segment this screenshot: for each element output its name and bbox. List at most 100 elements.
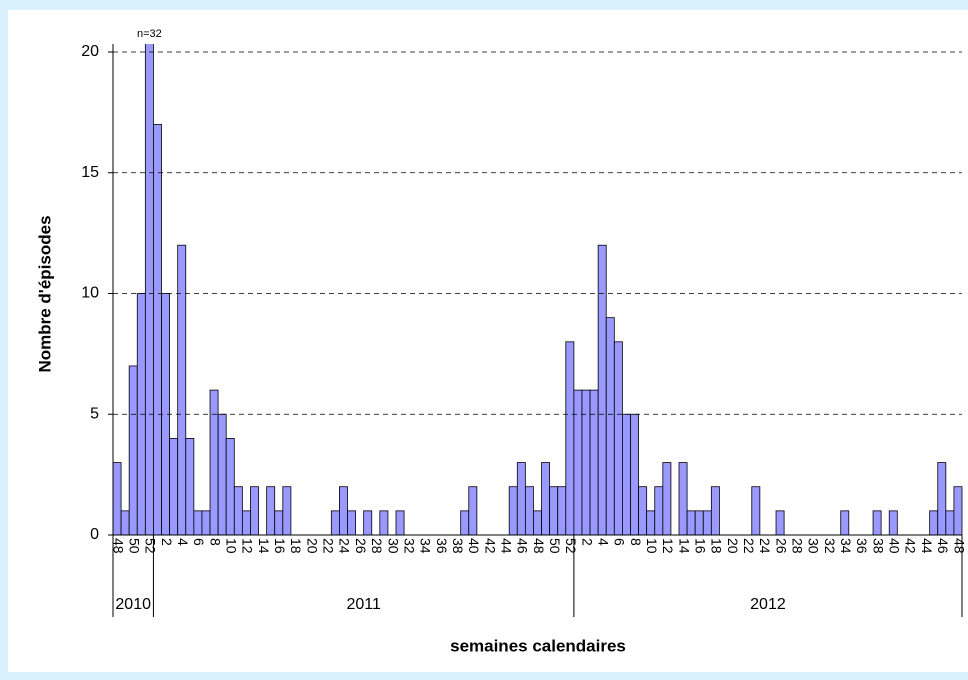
x-tick-label: 12 xyxy=(660,538,676,554)
x-tick-label: 36 xyxy=(854,538,870,554)
x-tick-label: 46 xyxy=(935,538,951,554)
x-tick-label: 30 xyxy=(806,538,822,554)
bar xyxy=(589,389,599,536)
bar xyxy=(945,510,955,536)
x-tick-label: 42 xyxy=(903,538,919,554)
x-tick-label: 10 xyxy=(224,538,240,554)
x-group-label: 2010 xyxy=(115,596,151,613)
bar xyxy=(662,462,672,536)
x-tick-label: 42 xyxy=(482,538,498,554)
bar xyxy=(694,510,704,536)
bar xyxy=(144,44,154,536)
y-tick-label: 20 xyxy=(81,43,99,60)
bar xyxy=(622,413,631,536)
bar xyxy=(363,510,373,536)
x-tick-label: 40 xyxy=(466,538,482,554)
bar xyxy=(169,437,179,536)
bar xyxy=(613,341,623,536)
x-tick-label: 2 xyxy=(579,538,595,546)
x-tick-label: 24 xyxy=(757,538,773,554)
x-tick-label: 50 xyxy=(547,538,563,554)
x-tick-label: 14 xyxy=(676,538,692,554)
bar xyxy=(379,510,389,536)
bar xyxy=(654,486,664,536)
bar xyxy=(549,486,559,536)
x-tick-label: 50 xyxy=(127,538,143,554)
bar xyxy=(565,341,575,536)
x-tick-label: 38 xyxy=(450,538,466,554)
bar xyxy=(338,486,348,536)
x-tick-label: 28 xyxy=(790,538,806,554)
bar xyxy=(233,486,243,536)
bar xyxy=(266,486,276,536)
x-tick-label: 48 xyxy=(531,538,547,554)
x-tick-label: 6 xyxy=(191,538,207,546)
bar xyxy=(201,510,211,536)
bar xyxy=(872,510,882,536)
bar xyxy=(888,510,898,536)
x-tick-label: 34 xyxy=(418,538,434,554)
y-tick-label: 10 xyxy=(81,285,99,302)
bar xyxy=(193,510,203,536)
x-tick-label: 44 xyxy=(919,538,935,554)
x-group-label: 2012 xyxy=(750,596,786,613)
y-tick-label: 15 xyxy=(81,164,99,181)
bar xyxy=(686,510,696,536)
bar xyxy=(209,389,219,536)
x-tick-label: 48 xyxy=(951,538,967,554)
value-label: n=32 xyxy=(137,28,162,40)
bar xyxy=(557,486,567,536)
x-tick-label: 52 xyxy=(143,538,159,554)
bar xyxy=(508,486,518,536)
y-tick-label: 0 xyxy=(90,526,99,543)
bar xyxy=(347,510,356,536)
x-tick-label: 2 xyxy=(159,538,175,546)
x-tick-label: 26 xyxy=(353,538,369,554)
bar xyxy=(678,462,688,536)
bar xyxy=(128,365,138,536)
bar xyxy=(638,486,648,536)
x-tick-label: 40 xyxy=(887,538,903,554)
x-axis-title: semaines calendaires xyxy=(450,636,626,655)
x-tick-label: 26 xyxy=(773,538,789,554)
x-tick-label: 36 xyxy=(434,538,450,554)
bar xyxy=(524,486,534,536)
bar xyxy=(177,244,187,536)
x-tick-label: 24 xyxy=(337,538,353,554)
bar xyxy=(597,244,607,536)
bar xyxy=(241,510,251,536)
bar xyxy=(541,462,551,536)
bar xyxy=(646,510,656,536)
x-tick-label: 4 xyxy=(595,538,611,546)
bar xyxy=(953,486,963,536)
bar xyxy=(274,510,284,536)
bar xyxy=(581,389,591,536)
x-tick-label: 22 xyxy=(321,538,337,554)
x-tick-label: 6 xyxy=(612,538,628,546)
bar xyxy=(217,413,227,536)
bar xyxy=(840,510,850,536)
bar xyxy=(516,462,526,536)
x-tick-label: 20 xyxy=(725,538,741,554)
bar xyxy=(460,510,470,536)
x-tick-label: 30 xyxy=(385,538,401,554)
x-tick-label: 32 xyxy=(822,538,838,554)
bar xyxy=(468,486,478,536)
x-tick-label: 34 xyxy=(838,538,854,554)
bar xyxy=(282,486,292,536)
x-tick-label: 18 xyxy=(288,538,304,554)
bar xyxy=(605,317,615,536)
x-tick-label: 8 xyxy=(207,538,223,546)
bar xyxy=(937,462,947,536)
x-tick-label: 16 xyxy=(693,538,709,554)
bar xyxy=(112,462,122,536)
x-tick-label: 12 xyxy=(240,538,256,554)
bar xyxy=(250,486,259,536)
x-tick-label: 20 xyxy=(304,538,320,554)
bar xyxy=(120,510,130,536)
x-tick-label: 18 xyxy=(709,538,725,554)
bar xyxy=(751,486,761,536)
x-tick-label: 22 xyxy=(741,538,757,554)
